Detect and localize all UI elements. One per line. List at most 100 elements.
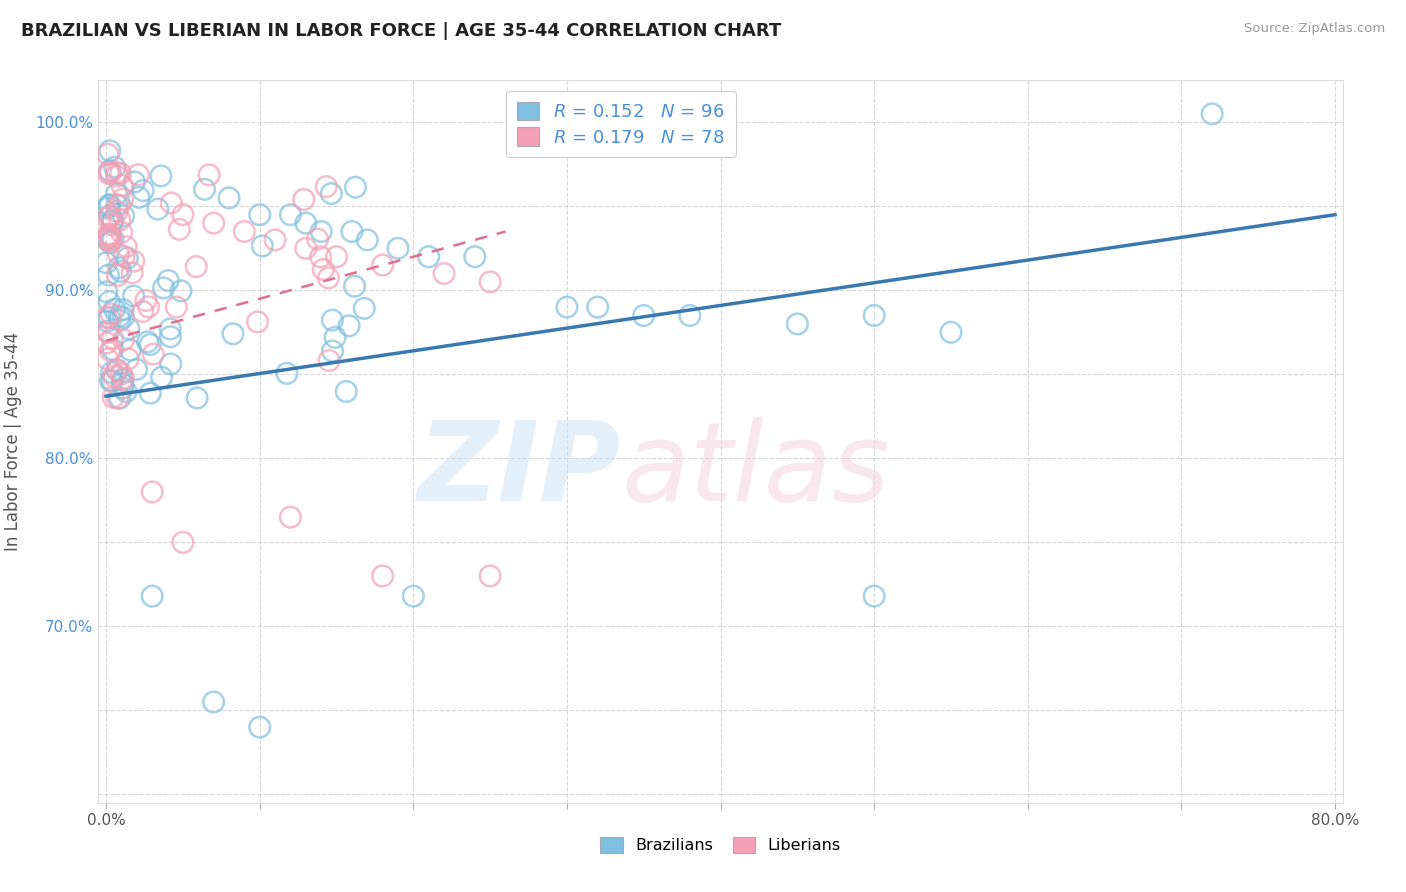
Point <box>318 271 340 285</box>
Point <box>1201 107 1223 121</box>
Point <box>101 232 124 246</box>
Point <box>110 367 132 381</box>
Point <box>96 310 118 325</box>
Point <box>343 279 366 293</box>
Text: BRAZILIAN VS LIBERIAN IN LABOR FORCE | AGE 35-44 CORRELATION CHART: BRAZILIAN VS LIBERIAN IN LABOR FORCE | A… <box>21 22 782 40</box>
Point <box>112 209 135 223</box>
Point <box>98 227 121 241</box>
Point <box>108 213 131 227</box>
Point <box>97 268 120 282</box>
Point <box>100 374 122 388</box>
Point <box>292 193 315 207</box>
Point <box>418 250 440 264</box>
Point <box>479 275 502 289</box>
Point <box>786 317 808 331</box>
Point <box>555 300 578 314</box>
Point <box>160 196 183 211</box>
Point <box>104 160 127 174</box>
Point <box>136 334 159 349</box>
Point <box>146 202 169 216</box>
Point <box>110 225 132 239</box>
Point <box>387 241 409 255</box>
Legend: Brazilians, Liberians: Brazilians, Liberians <box>593 830 848 860</box>
Point <box>276 367 298 381</box>
Point <box>101 331 124 345</box>
Point <box>105 198 128 212</box>
Point <box>222 326 245 341</box>
Point <box>107 391 129 405</box>
Point <box>344 180 367 194</box>
Point <box>633 309 655 323</box>
Point <box>112 302 135 317</box>
Y-axis label: In Labor Force | Age 35-44: In Labor Force | Age 35-44 <box>4 332 21 551</box>
Point <box>125 362 148 376</box>
Point <box>108 309 131 323</box>
Point <box>98 163 121 178</box>
Point <box>117 351 139 366</box>
Point <box>112 333 135 347</box>
Point <box>371 569 394 583</box>
Point <box>252 239 274 253</box>
Point <box>107 247 129 261</box>
Point <box>112 310 135 325</box>
Point <box>115 384 138 399</box>
Point <box>170 284 193 298</box>
Point <box>110 264 132 278</box>
Point <box>122 254 145 268</box>
Point <box>141 485 163 500</box>
Point <box>312 262 335 277</box>
Point <box>112 249 135 263</box>
Point <box>101 214 124 228</box>
Point <box>152 281 174 295</box>
Point <box>105 169 128 183</box>
Point <box>121 266 143 280</box>
Point <box>371 258 394 272</box>
Point <box>149 169 172 183</box>
Point <box>321 186 343 201</box>
Point <box>135 293 157 308</box>
Point <box>98 144 121 158</box>
Text: atlas: atlas <box>621 417 890 524</box>
Point <box>586 300 609 314</box>
Point <box>309 250 332 264</box>
Point <box>307 232 329 246</box>
Point <box>105 165 128 179</box>
Point <box>98 228 121 243</box>
Point <box>101 343 124 357</box>
Point <box>356 233 378 247</box>
Point <box>108 391 131 405</box>
Point <box>202 216 225 230</box>
Point <box>318 353 340 368</box>
Point <box>110 166 132 180</box>
Point <box>325 250 347 264</box>
Point <box>233 225 256 239</box>
Point <box>115 240 138 254</box>
Point <box>294 216 316 230</box>
Point <box>218 191 240 205</box>
Point <box>118 322 141 336</box>
Point <box>98 230 121 244</box>
Point <box>111 192 134 206</box>
Point <box>193 182 215 196</box>
Point <box>353 301 375 316</box>
Point <box>96 351 118 366</box>
Point <box>124 175 146 189</box>
Point <box>202 695 225 709</box>
Point <box>96 285 118 299</box>
Point <box>111 376 134 391</box>
Point <box>159 357 181 371</box>
Point <box>97 166 120 180</box>
Point <box>294 241 316 255</box>
Point <box>321 344 343 359</box>
Point <box>101 390 124 404</box>
Point <box>105 363 128 377</box>
Point <box>103 368 125 383</box>
Point <box>105 186 128 201</box>
Point <box>679 309 702 323</box>
Point <box>100 365 122 379</box>
Point <box>169 222 191 236</box>
Point <box>105 204 128 219</box>
Point <box>464 250 486 264</box>
Point <box>98 166 121 180</box>
Point <box>340 225 363 239</box>
